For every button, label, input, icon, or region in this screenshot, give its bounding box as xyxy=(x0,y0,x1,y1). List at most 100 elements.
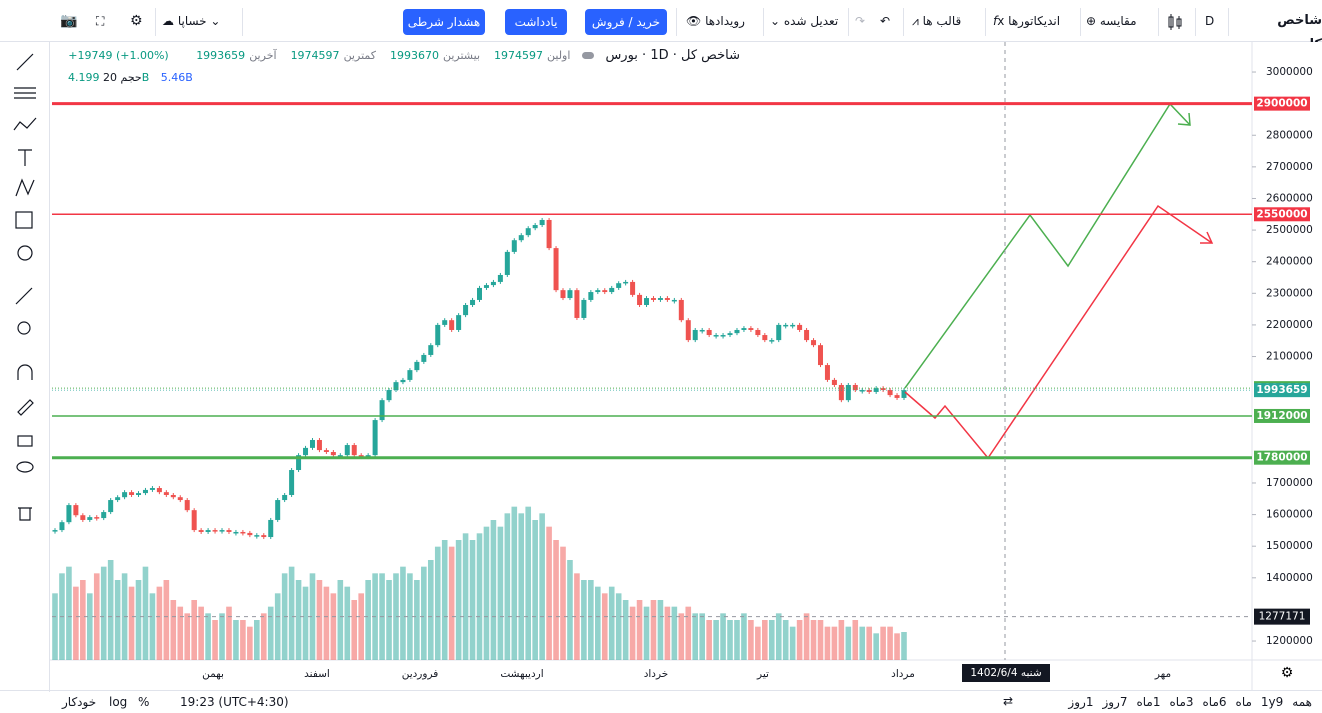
time-label: خرداد xyxy=(644,668,669,680)
volume-bar xyxy=(135,580,142,660)
volume-label: حجم 20 xyxy=(103,71,142,84)
volume-bar xyxy=(337,580,344,660)
range-button[interactable]: همه xyxy=(1292,695,1312,709)
legend-toggle[interactable] xyxy=(581,52,594,59)
percent-scale[interactable]: % xyxy=(138,695,150,709)
level-label-bg xyxy=(1254,450,1310,465)
top-toolbar: شاخص کل D مقایسه ⊕ اندیکاتورها fx قالب ه… xyxy=(0,0,1322,52)
lock-draw-tool[interactable] xyxy=(17,399,34,416)
adjusted[interactable]: تعدیل شده ⌄ xyxy=(770,14,839,28)
range-button[interactable]: 3ماه xyxy=(1169,695,1194,709)
text-tool[interactable] xyxy=(18,149,32,166)
undo[interactable]: ↶ xyxy=(880,14,891,28)
volume-bar xyxy=(511,506,518,660)
range-button[interactable]: 7روز xyxy=(1102,695,1128,709)
shapes-tool[interactable] xyxy=(15,178,35,197)
candle-body xyxy=(240,531,246,534)
candle-body xyxy=(351,445,357,456)
fib-tool[interactable] xyxy=(14,87,36,99)
fullscreen[interactable]: ⛶ xyxy=(96,14,105,28)
volume-bar xyxy=(407,573,413,660)
level-label-bg xyxy=(1254,207,1310,222)
volume-bar xyxy=(260,613,267,660)
time-label: اسفند xyxy=(304,668,330,680)
volume-bar xyxy=(664,606,671,660)
volume-bar xyxy=(393,573,399,660)
volume-bar xyxy=(163,580,170,660)
volume-bar xyxy=(671,606,678,660)
candle-body xyxy=(323,450,329,452)
auto-scale[interactable]: خودکار xyxy=(62,695,97,709)
volume-bar xyxy=(532,520,538,660)
candle-body xyxy=(477,287,482,300)
compare[interactable]: مقایسه ⊕ xyxy=(1086,14,1137,28)
range-button[interactable]: 1y xyxy=(1260,695,1276,709)
candle-body xyxy=(657,298,663,300)
volume-bar xyxy=(504,513,511,660)
candle-body xyxy=(483,285,489,288)
volume-bar xyxy=(386,580,392,660)
candle-body xyxy=(504,251,510,275)
settings[interactable]: ⚙ xyxy=(130,13,143,29)
price-tick-label: 1600000 xyxy=(1266,509,1313,521)
emoji-tool[interactable] xyxy=(17,245,33,261)
candle-icon[interactable] xyxy=(1166,13,1184,31)
range-button[interactable]: 1روز xyxy=(1068,695,1094,709)
hide-tool[interactable] xyxy=(16,461,34,473)
trade-button[interactable]: خرید / فروش xyxy=(585,9,667,35)
time-label: فروردین xyxy=(402,668,439,680)
volume-bar xyxy=(775,613,782,660)
range-button[interactable]: 1ماه xyxy=(1136,695,1161,709)
log-scale[interactable]: log xyxy=(109,695,128,709)
volume-bar xyxy=(302,586,309,660)
magnet-tool[interactable] xyxy=(17,364,33,380)
goto-date[interactable]: ⇄ xyxy=(1003,694,1014,708)
templates[interactable]: قالب ها ⩘ xyxy=(912,14,962,28)
events[interactable]: رویدادها 👁 xyxy=(686,14,745,28)
volume-bar xyxy=(400,566,406,660)
candle-body xyxy=(163,492,169,495)
range-button[interactable]: 9ماه xyxy=(1235,695,1284,709)
candle-body xyxy=(831,379,837,385)
separator xyxy=(1228,8,1229,36)
candle-body xyxy=(727,333,733,336)
candle-body xyxy=(261,535,267,538)
volume-bar xyxy=(476,533,483,660)
delete-tool[interactable] xyxy=(18,507,32,521)
candle-body xyxy=(546,219,552,249)
volume-bar xyxy=(588,580,594,660)
price-axis-bg xyxy=(1252,42,1322,690)
candle-body xyxy=(247,532,253,536)
level-label: 1993659 xyxy=(1256,384,1307,396)
zoom-tool[interactable] xyxy=(17,321,31,335)
legend-stat: اولین1974597 xyxy=(494,49,570,62)
interval[interactable]: D xyxy=(1205,14,1215,28)
symbol[interactable]: شاخص کل xyxy=(1277,13,1322,52)
redo[interactable]: ↷ xyxy=(855,14,866,28)
stat-label: اولین xyxy=(547,49,571,62)
layout[interactable]: ⌄ خساپا ☁ xyxy=(162,14,221,28)
layout-label: خساپا xyxy=(177,14,207,28)
range-button[interactable]: 6ماه xyxy=(1202,695,1227,709)
volume-bar xyxy=(755,626,761,660)
price-tick-label: 1400000 xyxy=(1266,572,1313,584)
candle-body xyxy=(456,315,462,330)
candle-body xyxy=(623,281,629,284)
lock-tool[interactable] xyxy=(17,435,33,447)
ruler-tool[interactable] xyxy=(15,287,33,305)
measure-tool[interactable] xyxy=(15,211,33,229)
snapshot[interactable]: 📷 xyxy=(60,13,78,29)
candle-body xyxy=(650,298,656,300)
volume-bar xyxy=(295,580,302,660)
pattern-tool[interactable] xyxy=(13,117,37,131)
candle-body xyxy=(845,384,851,401)
price-tick-label: 1700000 xyxy=(1266,477,1313,489)
candle-body xyxy=(115,497,121,501)
trend-line-tool[interactable] xyxy=(16,53,34,71)
volume-bar xyxy=(254,620,260,660)
volume-bar xyxy=(768,620,775,660)
note-button[interactable]: یادداشت xyxy=(505,9,567,35)
axis-settings[interactable]: ⚙ xyxy=(1281,665,1294,681)
indicators[interactable]: اندیکاتورها fx xyxy=(993,14,1061,28)
alert-button[interactable]: هشدار شرطی xyxy=(403,9,485,35)
